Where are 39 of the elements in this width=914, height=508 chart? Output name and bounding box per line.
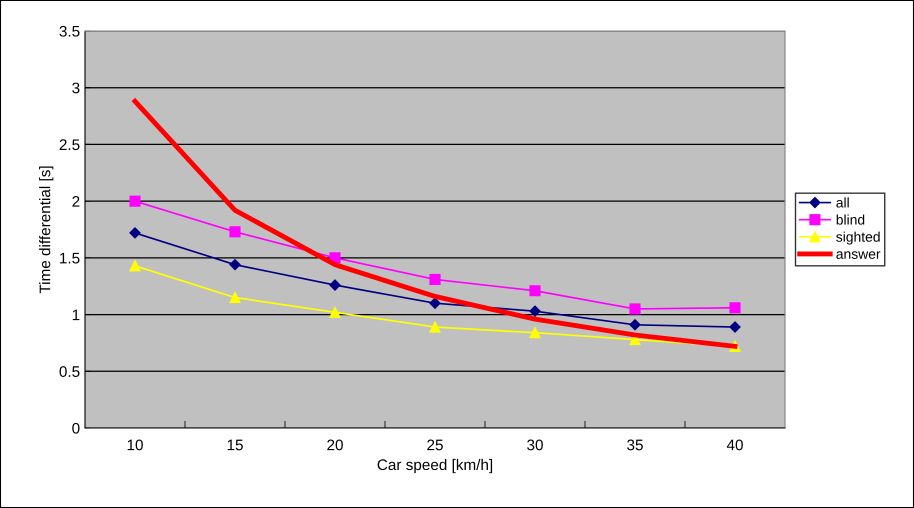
x-tick-label: 15 bbox=[228, 440, 243, 450]
point bbox=[129, 196, 141, 207]
point bbox=[329, 306, 341, 318]
y-tick-label: 3 bbox=[72, 82, 80, 94]
x-axis-title: Car speed [km/h] bbox=[378, 458, 492, 474]
point bbox=[629, 319, 641, 330]
x-tick-label: 25 bbox=[427, 440, 443, 450]
x-tick-label: 40 bbox=[726, 440, 743, 450]
point bbox=[529, 327, 541, 338]
point bbox=[429, 274, 441, 285]
x-tick-label: 20 bbox=[327, 440, 343, 450]
point bbox=[229, 259, 241, 270]
x-tick-label: 30 bbox=[527, 440, 543, 450]
point bbox=[729, 302, 741, 314]
point bbox=[229, 292, 241, 304]
point bbox=[129, 227, 141, 239]
x-tick-label: 35 bbox=[627, 440, 643, 450]
x-tick-label: 10 bbox=[128, 440, 143, 450]
y-tick-label: 1 bbox=[72, 310, 80, 320]
legend-label: sighted bbox=[836, 232, 880, 245]
legend-label: answer bbox=[836, 251, 880, 259]
point bbox=[529, 306, 541, 317]
y-axis-title: Time differential [s] bbox=[39, 166, 54, 294]
y-tick-label: 3.5 bbox=[59, 26, 80, 37]
point bbox=[229, 226, 241, 238]
point bbox=[629, 303, 641, 314]
point bbox=[729, 321, 741, 333]
point bbox=[429, 321, 441, 333]
y-tick-label: 2 bbox=[72, 196, 80, 207]
legend-label: all bbox=[836, 197, 849, 208]
point bbox=[529, 285, 541, 296]
point bbox=[129, 260, 141, 272]
y-tick-label: 1.5 bbox=[60, 252, 80, 264]
legend-label: blind bbox=[836, 214, 864, 225]
point bbox=[329, 279, 341, 291]
point bbox=[429, 298, 441, 309]
y-tick-label: 0.5 bbox=[60, 366, 80, 377]
y-tick-label: 2.5 bbox=[60, 139, 80, 150]
y-tick-label: 0 bbox=[72, 422, 80, 434]
